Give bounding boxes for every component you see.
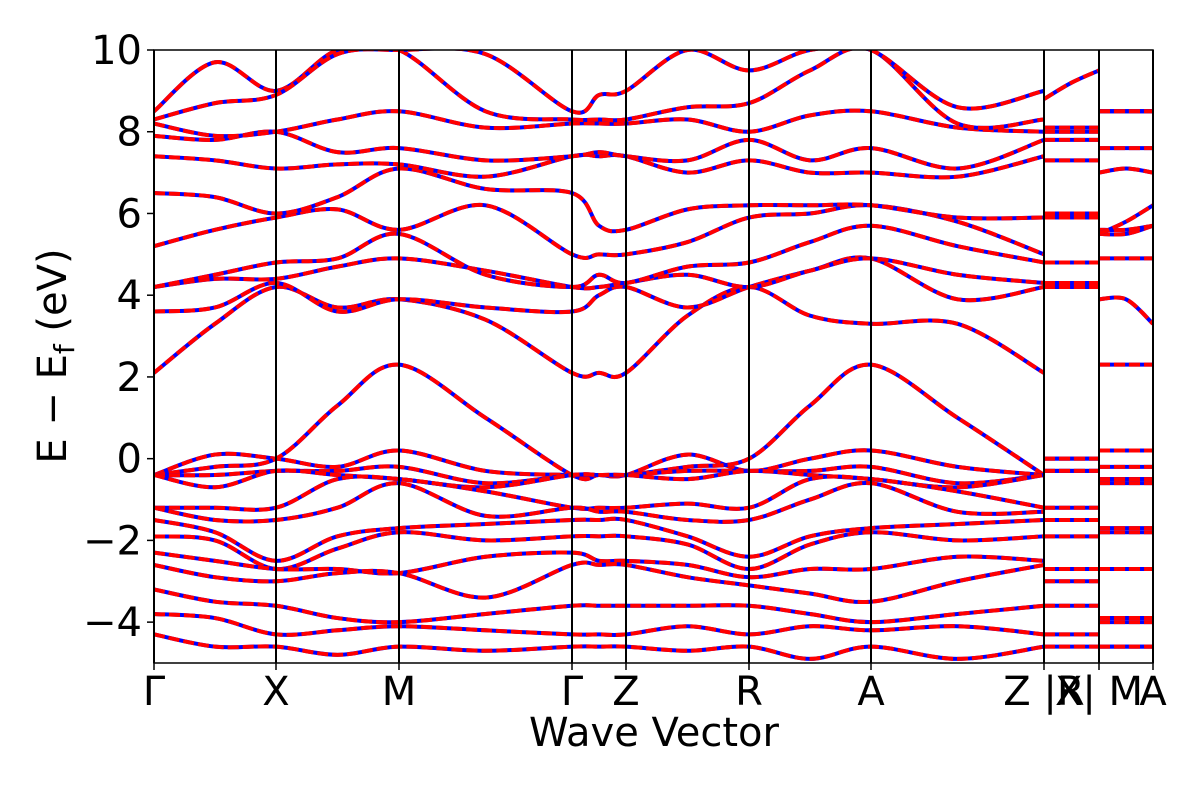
y-tick-label: 8 — [117, 110, 142, 156]
x-tick-label: X — [262, 669, 289, 715]
y-tick-label: 0 — [117, 437, 142, 483]
y-tick-label: −4 — [83, 600, 142, 646]
y-tick-label: −2 — [83, 518, 142, 564]
x-tick-label: Γ — [561, 669, 584, 715]
x-tick-label: A — [857, 669, 885, 715]
x-tick-label: Z |R — [1003, 669, 1084, 715]
y-tick-label: 6 — [117, 191, 142, 237]
x-tick-label: Γ — [143, 669, 166, 715]
x-tick-label: Z — [612, 669, 639, 715]
band-line-dashed — [154, 516, 1153, 563]
y-label-main: E − E — [30, 354, 76, 464]
x-tick-label: M — [382, 669, 417, 715]
x-tick-label: X| M — [1055, 669, 1143, 715]
band-line-dashed — [154, 50, 1153, 122]
y-tick-label: 2 — [117, 355, 142, 401]
band-line-dashed — [154, 530, 1153, 572]
x-tick-label: A — [1139, 669, 1167, 715]
band-line-dashed — [154, 166, 1153, 234]
y-axis-label: E − Ef (eV) — [30, 248, 81, 463]
x-axis-label: Wave Vector — [529, 710, 780, 756]
band-line-dashed — [154, 202, 1153, 260]
y-tick-label: 4 — [117, 273, 142, 319]
x-tick-label: R — [735, 669, 763, 715]
y-label-unit: (eV) — [30, 248, 76, 344]
y-tick-label: 10 — [91, 28, 142, 74]
band-line-dashed — [154, 474, 1153, 512]
y-label-sub: f — [48, 343, 81, 354]
band-line-dashed — [154, 560, 1153, 621]
plot-frame — [153, 49, 1154, 664]
